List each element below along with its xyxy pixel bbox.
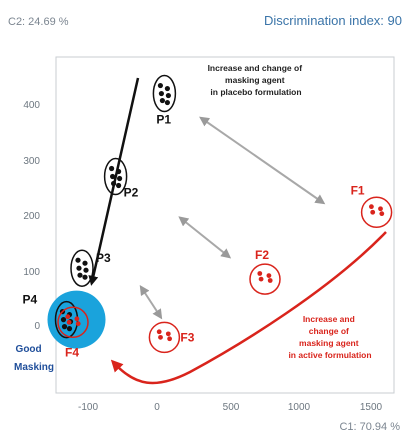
cluster-f2: F2 (249, 248, 281, 295)
data-point (109, 165, 115, 172)
cluster-outline (152, 74, 177, 113)
data-point (65, 314, 71, 320)
cluster-label: F1 (351, 183, 365, 197)
x-tick-label: 1500 (360, 402, 383, 413)
data-point (74, 316, 80, 322)
cluster-outline (57, 306, 89, 339)
data-point (164, 85, 170, 92)
c2-axis-label: C2: 24.69 % (8, 16, 69, 28)
data-point (379, 211, 385, 217)
data-point (267, 278, 273, 283)
cluster-outline (103, 157, 128, 196)
placebo-annotation: Increase and change of masking agent in … (208, 63, 305, 97)
data-point (61, 324, 68, 330)
data-point (369, 204, 374, 210)
data-point (83, 267, 89, 273)
cluster-p3: P3 (70, 249, 111, 287)
cluster-groups: P1 P2 P3 P4 F1 F2 F3 F4 (23, 74, 393, 359)
p1-f1-arrow (199, 116, 326, 205)
cluster-p4: P4 (23, 293, 79, 339)
x-tick-label: 500 (223, 402, 240, 413)
p2-f2-arrow (178, 216, 232, 259)
cluster-label: F3 (180, 330, 194, 344)
data-point (116, 182, 122, 189)
x-axis-label: C1: 70.94 % (339, 421, 400, 433)
data-point (158, 334, 163, 340)
data-point (257, 271, 263, 276)
data-point (82, 260, 88, 266)
active-annotation: Increase and change of masking agent in … (288, 314, 371, 360)
data-point (77, 272, 83, 278)
data-point (156, 329, 162, 335)
x-axis-ticks: -100 0 500 1000 1500 (78, 402, 383, 413)
y-tick-label: 400 (23, 100, 40, 111)
data-point (167, 336, 173, 342)
data-point (76, 265, 82, 271)
x-tick-label: -100 (78, 402, 98, 413)
data-point (66, 326, 73, 332)
data-point (66, 319, 72, 325)
data-point (117, 175, 123, 182)
active-trend-arrow (110, 231, 387, 385)
cluster-outline (70, 249, 94, 287)
data-point (378, 206, 383, 212)
cluster-label: P4 (23, 293, 38, 307)
data-point (159, 97, 165, 104)
data-point (82, 274, 88, 280)
data-point (370, 209, 376, 215)
data-point (266, 273, 272, 278)
data-point (110, 173, 116, 180)
data-point (75, 321, 81, 327)
cluster-outline (360, 196, 393, 228)
cluster-f1: F1 (351, 183, 393, 228)
x-tick-label: 1000 (288, 402, 311, 413)
cluster-label: P3 (96, 251, 111, 265)
cluster-outline (148, 321, 181, 354)
data-point (164, 99, 170, 106)
y-axis-ticks: 0 100 200 300 400 (23, 100, 40, 332)
data-point (165, 331, 171, 337)
cluster-p1: P1 (152, 74, 177, 127)
cluster-f4: F4 (57, 306, 89, 359)
y-tick-label: 100 (23, 267, 40, 278)
x-tick-label: 0 (154, 402, 160, 413)
chart-title: Discrimination index: 90 (264, 13, 402, 28)
y-tick-label: 300 (23, 156, 40, 167)
cluster-label: F4 (65, 345, 79, 359)
placebo-trend-arrow (88, 77, 140, 286)
data-point (157, 82, 163, 89)
p3-f3-arrow (139, 284, 163, 320)
cluster-label: F2 (255, 248, 269, 262)
y-tick-label: 200 (23, 211, 40, 222)
cluster-label: P2 (124, 186, 139, 200)
cluster-label: P1 (156, 113, 171, 127)
data-point (165, 92, 171, 99)
data-point (60, 317, 67, 323)
cluster-outline (249, 263, 281, 295)
cluster-f3: F3 (148, 321, 195, 354)
good-masking-label: Good Masking (14, 344, 54, 373)
data-point (75, 257, 81, 263)
data-point (158, 90, 164, 97)
y-tick-label: 0 (34, 321, 40, 332)
data-point (258, 276, 264, 282)
